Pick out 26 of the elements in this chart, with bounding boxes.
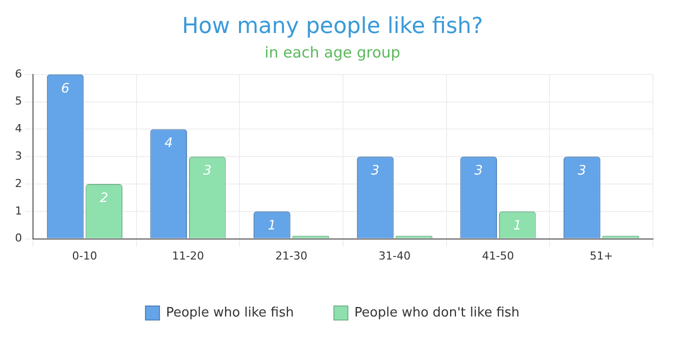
x-tick-label: 31-40	[378, 249, 411, 262]
chart-title: How many people like fish?	[182, 14, 484, 39]
data-label: 1	[513, 218, 522, 234]
y-tick-label: 4	[15, 122, 22, 136]
data-label: 3	[203, 163, 212, 178]
y-tick-label: 3	[15, 149, 22, 162]
y-tick-label: 5	[15, 94, 22, 108]
legend-label: People who don't like fish	[354, 305, 520, 320]
data-label: 1	[268, 218, 276, 234]
x-tick-label: 41-50	[482, 249, 514, 262]
y-tick-label: 0	[15, 232, 22, 245]
x-tick-label: 0-10	[72, 249, 98, 262]
x-tick-label: 11-20	[172, 249, 204, 262]
y-tick-label: 1	[15, 204, 22, 218]
chart-subtitle: in each age group	[264, 43, 400, 62]
data-label: 6	[61, 81, 70, 96]
y-tick-label: 6	[15, 67, 22, 80]
data-label: 2	[100, 190, 108, 206]
x-tick-label: 21-30	[275, 249, 308, 262]
data-label: 3	[578, 163, 586, 178]
data-label: 3	[474, 163, 483, 178]
data-label: 4	[164, 136, 173, 152]
data-label: 3	[371, 163, 380, 178]
legend-label: People who like fish	[166, 305, 294, 320]
x-tick-label: 51+	[590, 249, 613, 262]
y-tick-label: 2	[15, 176, 22, 190]
